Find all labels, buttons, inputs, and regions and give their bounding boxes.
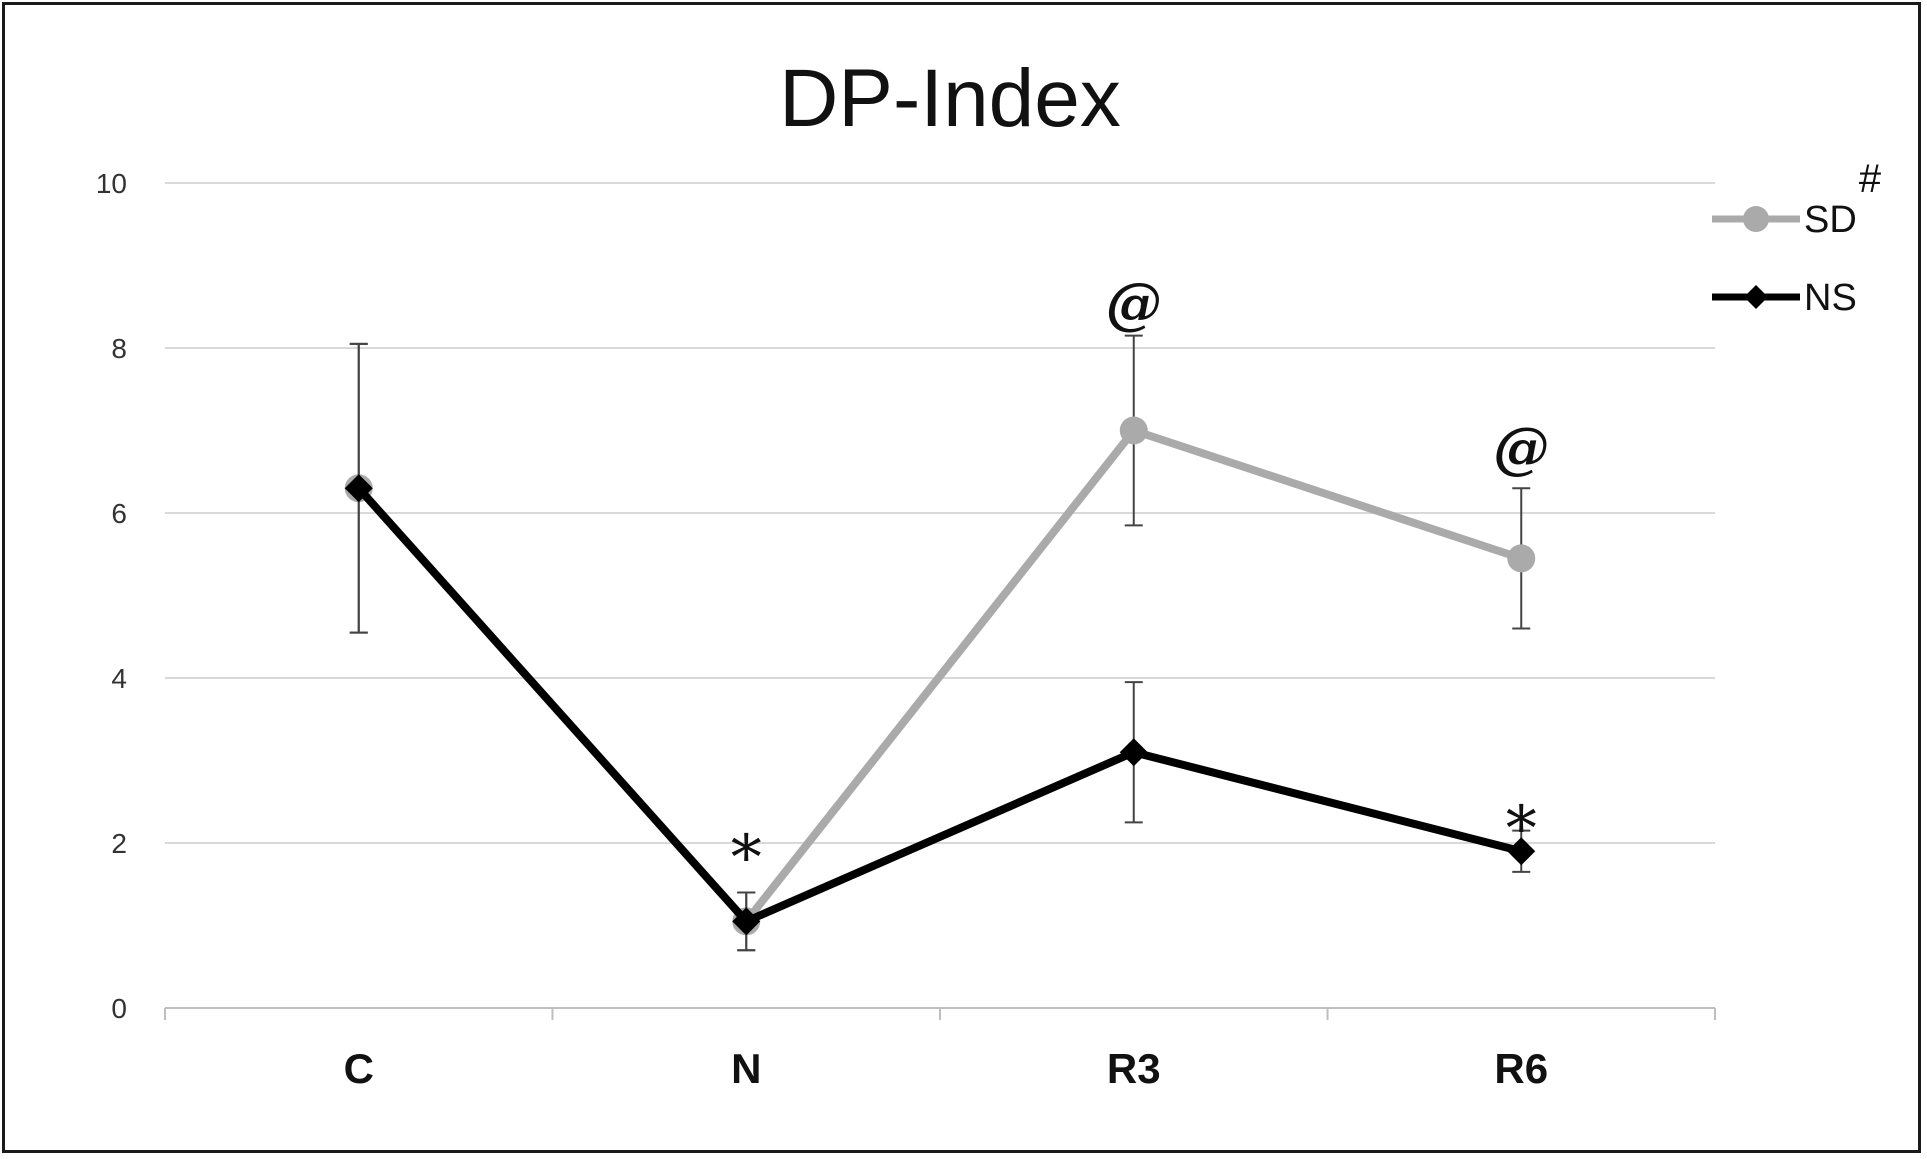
- x-tick-label: R3: [1107, 1045, 1161, 1092]
- x-tick-label: C: [344, 1045, 374, 1092]
- y-tick-label: 8: [111, 333, 127, 364]
- legend-significance-mark: #: [1859, 157, 1882, 201]
- data-point: [1120, 738, 1148, 766]
- significance-mark: *: [1506, 792, 1537, 865]
- y-tick-label: 10: [96, 168, 127, 199]
- y-tick-label: 0: [111, 993, 127, 1024]
- y-tick-label: 4: [111, 663, 127, 694]
- legend-marker: [1743, 206, 1769, 232]
- series-ns: [345, 344, 1536, 950]
- legend-label: SD: [1804, 199, 1857, 241]
- legend-item-sd: SD: [1712, 199, 1857, 241]
- x-tick-label: R6: [1494, 1045, 1548, 1092]
- significance-mark: @: [1106, 271, 1162, 337]
- data-point: [1120, 417, 1148, 445]
- significance-mark: @: [1493, 415, 1549, 481]
- y-tick-label: 2: [111, 828, 127, 859]
- grid: 0 2 4 6 8 10: [96, 168, 1715, 1024]
- legend-label: NS: [1804, 277, 1857, 319]
- series-sd: [345, 336, 1536, 951]
- annotations: * @ @ *: [731, 271, 1550, 894]
- x-tick-label: N: [731, 1045, 761, 1092]
- series-layer: [345, 336, 1536, 951]
- series-line: [359, 488, 1522, 921]
- significance-mark: *: [731, 821, 762, 894]
- data-point: [1507, 544, 1535, 572]
- legend: SD NS #: [1712, 157, 1882, 319]
- chart-title: DP-Index: [779, 53, 1121, 144]
- legend-marker: [1744, 285, 1768, 309]
- series-line: [359, 431, 1522, 922]
- x-axis: C N R3 R6: [165, 1008, 1715, 1092]
- legend-item-ns: NS: [1712, 277, 1857, 319]
- y-tick-label: 6: [111, 498, 127, 529]
